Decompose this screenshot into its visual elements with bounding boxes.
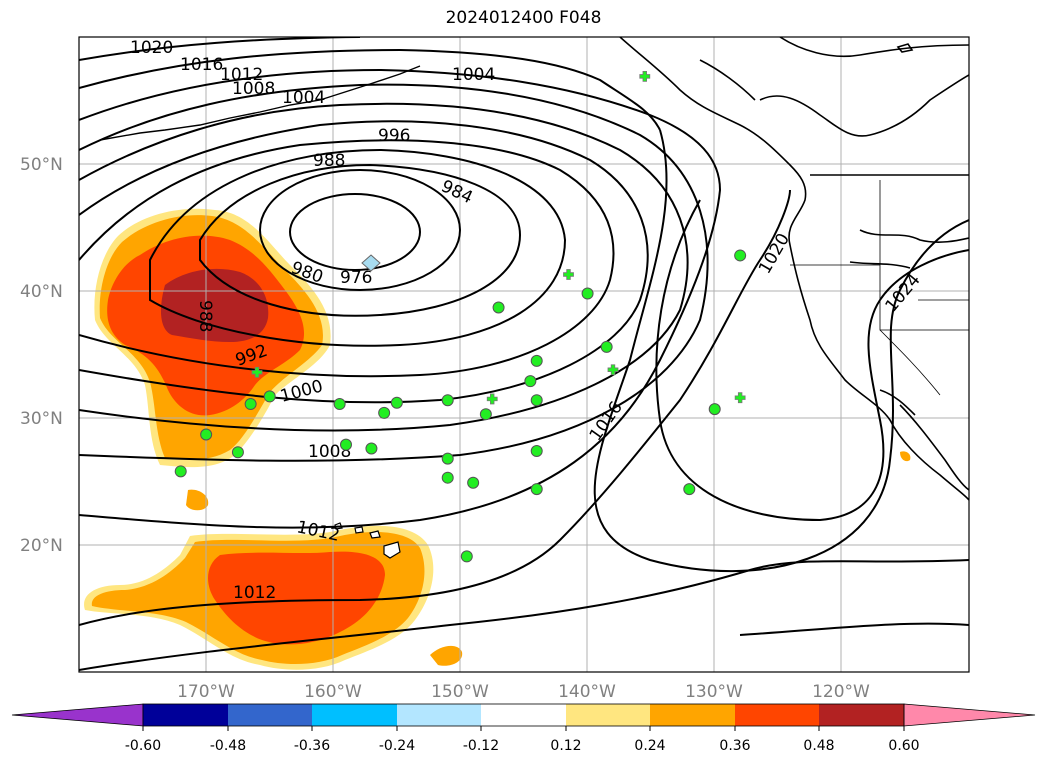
borders xyxy=(790,180,969,396)
observation-circle-marker xyxy=(460,550,473,563)
observation-circle-marker xyxy=(479,408,492,421)
contour-label: 1012 xyxy=(233,583,276,603)
contour-label: 988 xyxy=(195,300,215,332)
latitude-labels: 20°N 30°N 40°N 50°N xyxy=(20,155,63,556)
colorbar-extend-high xyxy=(903,703,1036,727)
contour-label: 1016 xyxy=(180,55,223,75)
colorbar-frame xyxy=(142,703,905,727)
observation-circle-marker xyxy=(263,390,276,403)
hawaii-islands xyxy=(334,522,401,559)
lat-label-30n: 30°N xyxy=(20,409,63,429)
map-title: 2024012400 F048 xyxy=(445,8,602,28)
lon-label-120w: 120°W xyxy=(812,682,870,702)
observation-cross-marker xyxy=(607,364,619,376)
colorbar-tick-label: -0.60 xyxy=(125,738,161,754)
contour-label: 988 xyxy=(313,151,345,171)
observation-cross-marker xyxy=(486,393,498,405)
colorbar-tick-label: -0.12 xyxy=(463,738,499,754)
contour-label: 996 xyxy=(378,126,410,146)
colorbar-tick-label: 0.36 xyxy=(719,738,750,754)
colorbar-segment xyxy=(143,704,228,726)
lat-label-50n: 50°N xyxy=(20,155,63,175)
observation-cross-marker xyxy=(734,392,746,404)
colorbar-segment xyxy=(819,704,904,726)
colorbar-segment xyxy=(397,704,481,726)
observation-circle-marker xyxy=(378,406,391,419)
colorbar-tick-label: 0.24 xyxy=(634,738,665,754)
colorbar-segment xyxy=(312,704,397,726)
observation-circle-marker xyxy=(530,394,543,407)
colorbar-extend-low xyxy=(11,703,144,727)
observation-circle-marker xyxy=(441,452,454,465)
contour-label: 976 xyxy=(340,268,372,288)
contour-label: 1004 xyxy=(452,65,495,85)
observation-circle-marker xyxy=(340,438,352,451)
observation-circle-marker xyxy=(708,403,721,416)
contour-label: 1004 xyxy=(282,88,325,108)
colorbar: -0.60 -0.48 -0.36 -0.24 -0.12 0.12 0.24 … xyxy=(11,703,1036,754)
observation-circle-marker xyxy=(244,398,257,411)
anomaly-shading-south xyxy=(84,451,911,670)
map-frame xyxy=(78,36,970,673)
lat-label-40n: 40°N xyxy=(20,282,63,302)
lon-label-140w: 140°W xyxy=(558,682,616,702)
lat-label-20n: 20°N xyxy=(20,536,63,556)
colorbar-segment xyxy=(228,704,312,726)
coastlines xyxy=(619,37,969,501)
colorbar-segment xyxy=(735,704,819,726)
observation-circle-marker xyxy=(530,483,543,496)
colorbar-segment xyxy=(566,704,650,726)
lon-label-130w: 130°W xyxy=(685,682,743,702)
colorbar-segment xyxy=(481,704,566,726)
observation-circle-marker xyxy=(441,471,454,484)
lon-label-160w: 160°W xyxy=(304,682,362,702)
observation-circle-marker xyxy=(200,428,213,441)
colorbar-tick-label: 0.12 xyxy=(550,738,581,754)
observation-cross-marker xyxy=(563,269,574,280)
observation-circle-marker xyxy=(530,445,543,458)
observation-cross-marker xyxy=(251,366,263,378)
observation-circle-marker xyxy=(231,446,244,459)
observation-circle-marker xyxy=(441,394,454,407)
contour-label: 1008 xyxy=(232,79,275,99)
observation-circle-marker xyxy=(581,287,594,300)
colorbar-tick-label: -0.24 xyxy=(379,738,415,754)
observation-circle-marker xyxy=(333,398,346,411)
observation-circle-marker xyxy=(683,483,696,496)
colorbar-tick-label: -0.48 xyxy=(210,738,246,754)
low-center-marker xyxy=(361,254,381,272)
observation-circle-marker xyxy=(600,340,613,353)
lon-label-170w: 170°W xyxy=(177,682,235,702)
colorbar-tick-label: 0.48 xyxy=(803,738,834,754)
observation-circle-marker xyxy=(467,476,480,489)
observation-circle-marker xyxy=(492,301,505,314)
longitude-labels: 170°W 160°W 150°W 140°W 130°W 120°W xyxy=(177,682,870,702)
colorbar-tick-label: -0.36 xyxy=(294,738,330,754)
lon-label-150w: 150°W xyxy=(431,682,489,702)
pressure-contours xyxy=(79,37,969,671)
observation-circle-marker xyxy=(365,442,378,455)
observation-circle-marker xyxy=(174,465,187,478)
contour-label: 1012 xyxy=(220,65,263,85)
observation-markers xyxy=(174,70,747,563)
aleutian-islands xyxy=(99,65,421,141)
contour-label: 1020 xyxy=(130,38,173,58)
observation-circle-marker xyxy=(524,375,537,388)
observation-circle-marker xyxy=(390,396,403,409)
colorbar-tick-label: 0.60 xyxy=(888,738,919,754)
colorbar-segment xyxy=(650,704,735,726)
observation-cross-marker xyxy=(639,70,651,82)
observation-circle-marker xyxy=(734,249,747,262)
observation-circle-marker xyxy=(530,354,543,367)
contour-label: 1008 xyxy=(308,442,351,462)
